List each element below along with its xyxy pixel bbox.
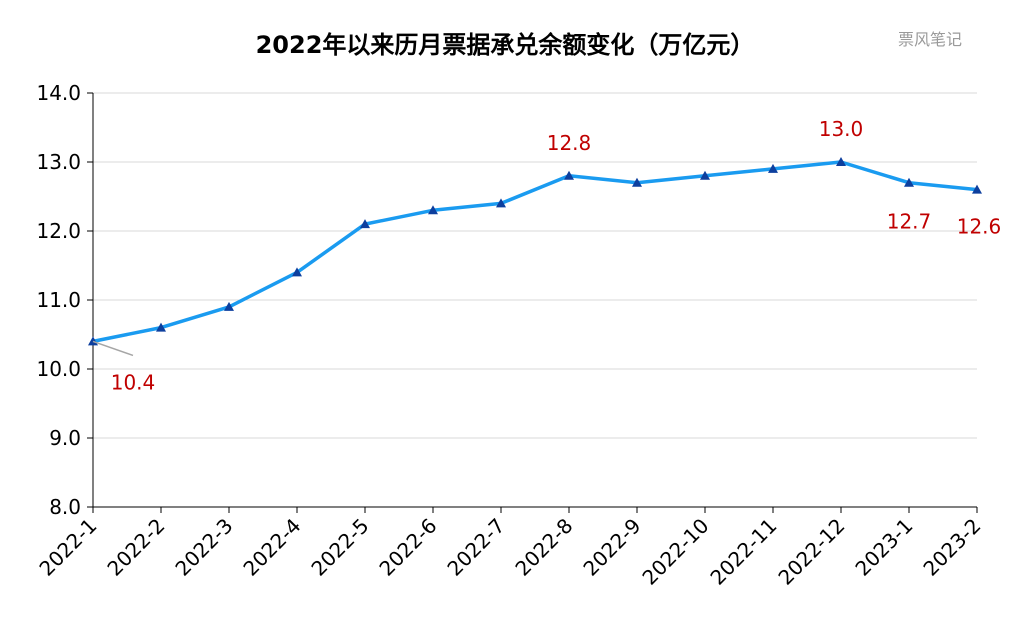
x-tick-label: 2022-1 — [34, 514, 101, 581]
y-axis-ticks: 8.0 9.0 10.0 11.0 12.0 13.0 14.0 — [36, 81, 81, 519]
data-point-marker — [904, 177, 914, 187]
data-label: 12.7 — [887, 210, 932, 234]
y-tick-label: 12.0 — [36, 219, 81, 243]
data-point-marker — [836, 157, 846, 166]
x-tick-label: 2022-8 — [510, 514, 577, 581]
x-tick-label: 2022-11 — [705, 514, 781, 590]
x-tick-label: 2022-9 — [578, 514, 645, 581]
data-point-marker — [224, 301, 234, 311]
data-point-marker — [768, 163, 778, 173]
x-tick-label: 2022-3 — [170, 514, 237, 581]
data-label: 12.8 — [547, 131, 592, 155]
x-tick-label: 2022-10 — [637, 514, 713, 590]
x-tick-label: 2022-12 — [773, 514, 849, 590]
x-tick-label: 2022-6 — [374, 514, 441, 581]
data-point-marker — [700, 170, 710, 180]
y-tick-label: 10.0 — [36, 357, 81, 381]
y-tick-label: 13.0 — [36, 150, 81, 174]
x-tick-label: 2022-2 — [102, 514, 169, 581]
data-point-marker — [292, 267, 302, 277]
data-label: 12.6 — [957, 215, 1002, 239]
x-tick-label: 2022-7 — [442, 514, 509, 581]
series-line — [91, 160, 979, 344]
data-point-marker — [156, 322, 166, 332]
chart-title: 2022年以来历月票据承兑余额变化（万亿元） — [256, 31, 755, 59]
x-tick-label: 2022-4 — [238, 514, 305, 581]
data-point-marker — [972, 184, 982, 194]
data-point-marker — [88, 336, 98, 346]
data-markers — [88, 157, 982, 346]
data-point-marker — [496, 198, 506, 208]
data-point-marker — [632, 177, 642, 187]
data-label: 13.0 — [819, 117, 864, 141]
x-tick-label: 2023-1 — [850, 514, 917, 581]
y-tick-label: 11.0 — [36, 288, 81, 312]
y-tick-label: 14.0 — [36, 81, 81, 105]
data-point-marker — [428, 205, 438, 215]
leader-line — [92, 340, 134, 357]
data-point-marker — [564, 170, 574, 180]
x-tick-label: 2023-2 — [918, 514, 985, 581]
axes — [87, 92, 978, 513]
series-polyline — [91, 160, 979, 344]
gridlines — [93, 92, 977, 439]
x-axis-ticks: 2022-1 2022-2 2022-3 2022-4 2022-5 2022-6 2022… — [34, 514, 985, 590]
y-tick-label: 9.0 — [49, 426, 81, 450]
x-tick-label: 2022-5 — [306, 514, 373, 581]
y-tick-label: 8.0 — [49, 495, 81, 519]
data-label: 10.4 — [111, 370, 156, 394]
watermark-text: 票风笔记 — [898, 30, 962, 49]
data-labels: 10.4 12.8 13.0 12.7 12.6 — [92, 117, 1002, 394]
data-point-marker — [360, 219, 370, 229]
